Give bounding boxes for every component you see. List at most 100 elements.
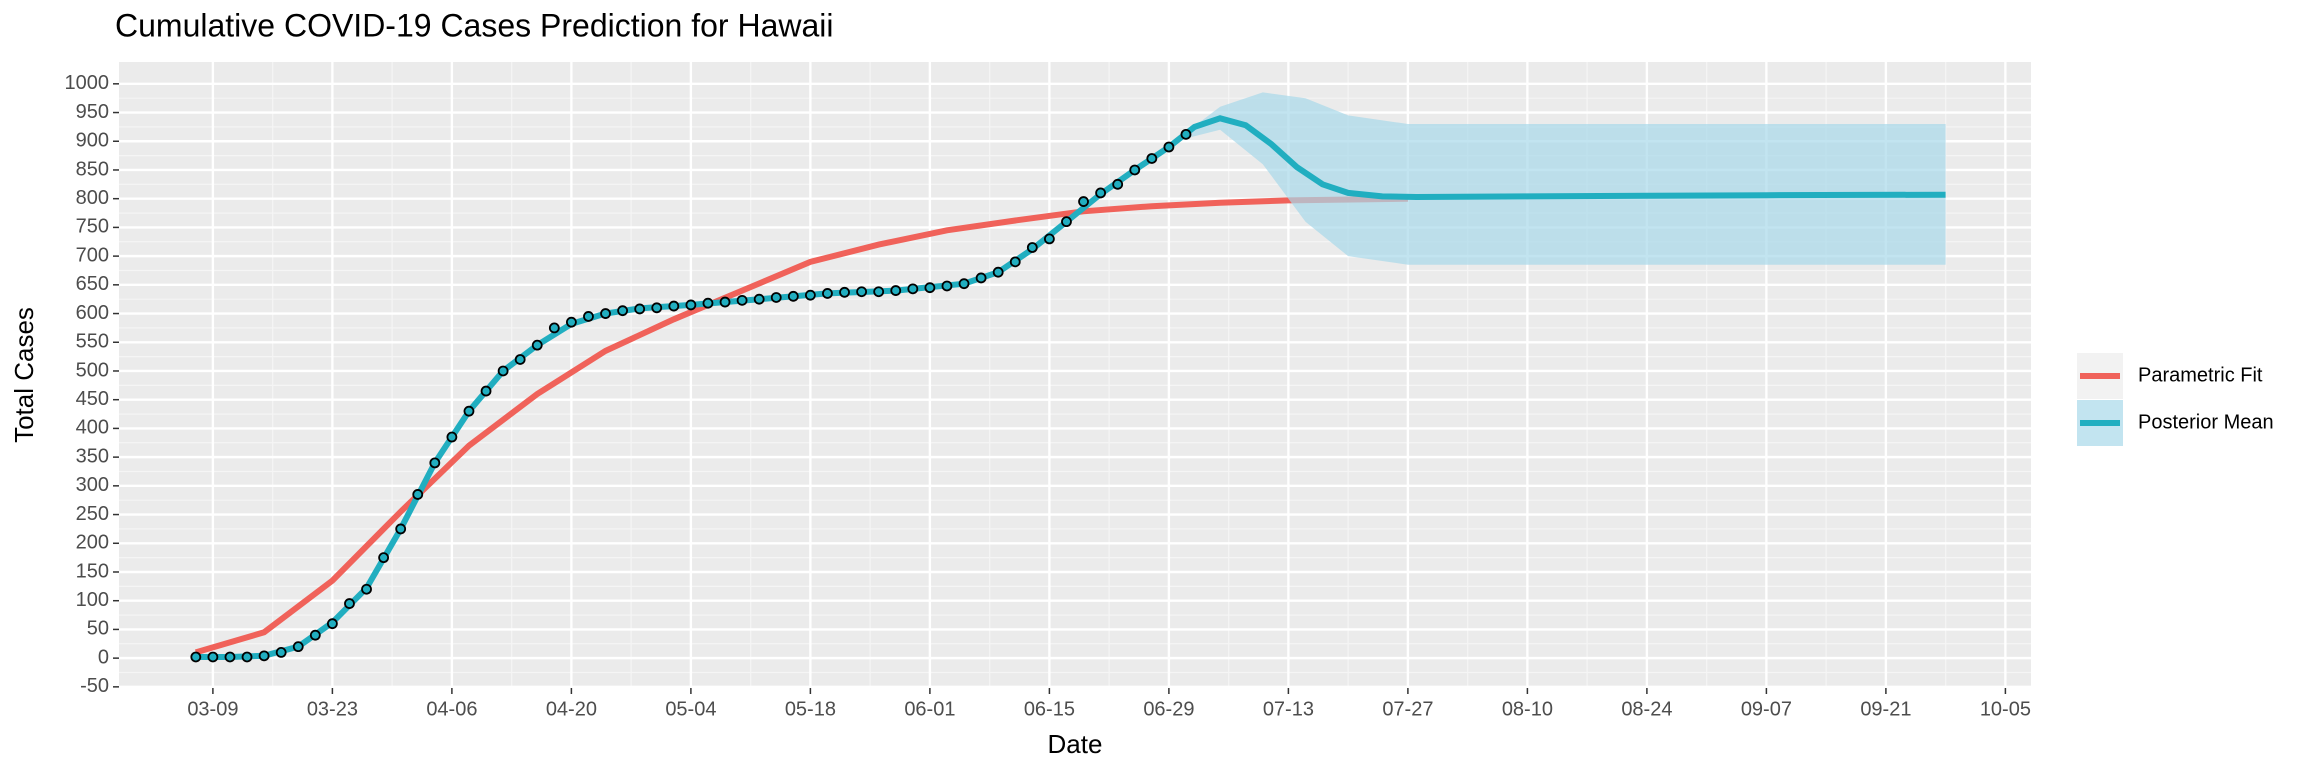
y-tick-label: 600 <box>76 302 109 324</box>
observed-point <box>600 308 611 319</box>
observed-point <box>651 302 663 314</box>
observed-point <box>548 322 560 334</box>
y-tick-label: 250 <box>76 503 109 525</box>
x-tick-label: 08-24 <box>1621 698 1672 720</box>
x-tick-label: 06-01 <box>904 698 955 720</box>
x-tick-label: 05-04 <box>665 698 716 720</box>
x-tick-label: 03-09 <box>187 698 238 720</box>
line <box>194 195 1408 656</box>
observed-point <box>1078 196 1089 207</box>
observed-point <box>258 650 270 662</box>
observed-point <box>412 489 424 500</box>
observed-point <box>292 641 304 653</box>
observed-point <box>429 457 441 469</box>
observed-point <box>839 286 850 298</box>
y-tick-label: 550 <box>76 331 109 353</box>
y-tick-label: 150 <box>76 560 109 582</box>
observed-point <box>958 278 970 290</box>
x-tick-label: 04-06 <box>426 698 477 720</box>
y-tick-label: 400 <box>76 417 109 439</box>
observed-point <box>326 618 338 630</box>
observed-point <box>856 286 868 298</box>
y-tick-label: 850 <box>76 158 109 180</box>
observed-point <box>924 282 936 294</box>
observed-point <box>463 405 475 417</box>
observed-point <box>617 305 629 317</box>
y-tick-label: -50 <box>80 675 109 697</box>
y-tick-label: 800 <box>76 187 109 209</box>
observed-point <box>1146 153 1158 164</box>
observed-point <box>873 286 885 298</box>
y-tick-label: 350 <box>76 445 109 467</box>
observed-point <box>1061 216 1072 228</box>
x-tick-label: 08-10 <box>1502 698 1553 720</box>
observed-point <box>514 354 526 365</box>
y-axis-label: Total Cases <box>9 307 39 443</box>
observed-point <box>668 300 680 312</box>
chart-title: Cumulative COVID-19 Cases Prediction for… <box>115 7 833 43</box>
y-tick-label: 700 <box>76 244 109 266</box>
observed-point <box>736 294 748 306</box>
observed-point <box>1129 164 1141 176</box>
observed-point <box>531 339 543 351</box>
observed-point <box>583 311 594 322</box>
x-axis-label: Date <box>1048 729 1103 759</box>
y-tick-label: 950 <box>76 101 109 123</box>
y-tick-label: 0 <box>98 646 109 668</box>
observed-point <box>1009 256 1021 268</box>
observed-point <box>207 651 219 663</box>
observed-point <box>907 283 919 295</box>
y-tick-label: 50 <box>87 618 109 640</box>
y-tick-label: 500 <box>76 359 109 381</box>
y-tick-label: 200 <box>76 532 109 554</box>
observed-point <box>1095 187 1107 199</box>
x-tick-label: 06-29 <box>1143 698 1194 720</box>
observed-point <box>378 552 390 564</box>
observed-point <box>446 431 458 443</box>
x-tick-label: 09-07 <box>1741 698 1792 720</box>
observed-point <box>941 280 953 292</box>
observed-point <box>224 651 236 663</box>
observed-point <box>1043 233 1055 245</box>
y-tick-label: 100 <box>76 589 109 611</box>
x-tick-label: 03-23 <box>307 698 358 720</box>
observed-point <box>685 299 697 311</box>
observed-point <box>702 297 714 309</box>
observed-point <box>992 266 1004 278</box>
observed-point <box>480 385 492 397</box>
observed-point <box>975 272 987 284</box>
y-tick-label: 750 <box>76 216 109 238</box>
y-tick-label: 650 <box>76 273 109 295</box>
y-tick-label: 300 <box>76 474 109 496</box>
observed-point <box>361 583 372 595</box>
legend-label: Posterior Mean <box>2138 411 2274 433</box>
observed-point <box>634 303 646 315</box>
confidence-band <box>1186 92 1946 265</box>
legend-label: Parametric Fit <box>2138 364 2263 386</box>
observed-point <box>344 598 355 609</box>
y-tick-label: 450 <box>76 388 109 410</box>
observed-point <box>1026 242 1038 253</box>
x-tick-label: 09-21 <box>1860 698 1911 720</box>
observed-point <box>190 651 202 663</box>
y-tick-label: 1000 <box>65 72 110 94</box>
observed-point <box>1163 141 1175 153</box>
x-tick-label: 04-20 <box>546 698 597 720</box>
observed-point <box>787 290 799 302</box>
observed-point <box>1180 128 1192 140</box>
observed-point <box>719 296 731 308</box>
observed-point <box>497 365 509 377</box>
observed-point <box>770 292 782 303</box>
observed-point <box>753 293 765 305</box>
observed-point <box>822 288 833 299</box>
observed-point <box>395 523 407 535</box>
observed-point <box>804 289 816 301</box>
x-tick-label: 05-18 <box>785 698 836 720</box>
observed-point <box>309 629 321 641</box>
observed-point <box>565 316 577 328</box>
observed-point <box>241 651 253 663</box>
observed-point <box>1112 178 1124 190</box>
x-tick-label: 06-15 <box>1024 698 1075 720</box>
x-tick-label: 07-27 <box>1382 698 1433 720</box>
